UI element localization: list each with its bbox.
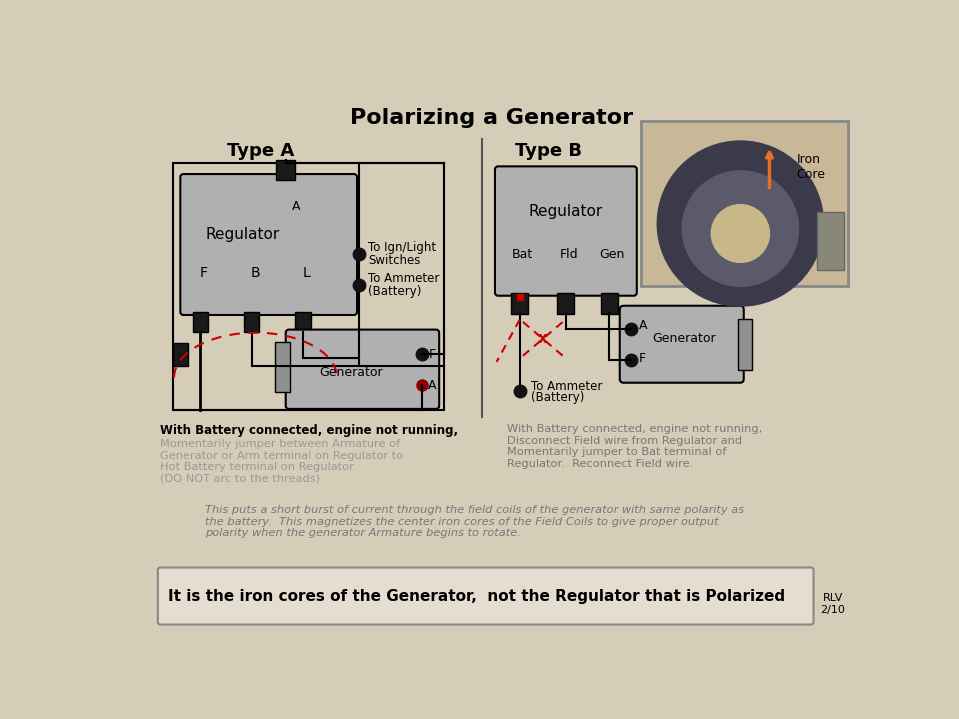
Text: Polarizing a Generator: Polarizing a Generator [350,108,634,128]
Text: Disconnect Field wire from Regulator and
Momentarily jumper to Bat terminal of
R: Disconnect Field wire from Regulator and… [507,436,742,469]
Text: Fld: Fld [559,247,578,261]
Bar [511,293,528,314]
Bar [275,342,291,392]
Text: L: L [302,267,310,280]
FancyBboxPatch shape [620,306,744,383]
Text: Generator: Generator [318,367,383,380]
Text: Iron
Core: Iron Core [797,153,826,181]
Bar [557,293,574,314]
Bar [738,319,752,370]
Bar [600,293,618,314]
Text: Generator: Generator [652,332,715,345]
Text: It is the iron cores of the Generator,  not the Regulator that is Polarized: It is the iron cores of the Generator, n… [168,589,784,603]
Bar [295,312,311,332]
Text: With Battery connected, engine not running,: With Battery connected, engine not runni… [507,423,762,434]
Text: (Battery): (Battery) [530,391,584,404]
Text: To Ammeter: To Ammeter [368,273,439,285]
Circle shape [682,170,799,286]
Text: RLV
2/10: RLV 2/10 [821,593,845,615]
Bar [193,312,208,332]
Text: Regulator: Regulator [206,227,280,242]
Text: F: F [199,267,208,280]
Text: F: F [639,352,646,365]
Text: A: A [429,378,437,392]
FancyBboxPatch shape [158,567,813,625]
Bar [244,312,259,332]
FancyBboxPatch shape [495,166,637,296]
Text: F: F [429,348,435,361]
FancyBboxPatch shape [641,121,849,286]
FancyBboxPatch shape [286,329,439,409]
Text: Type A: Type A [227,142,294,160]
Text: Regulator: Regulator [528,204,603,219]
Text: Momentarily jumper between Armature of
Generator or Arm terminal on Regulator to: Momentarily jumper between Armature of G… [160,439,404,484]
Text: Bat: Bat [512,247,533,261]
Text: Switches: Switches [368,254,420,267]
Text: To Ammeter: To Ammeter [530,380,602,393]
Text: (Battery): (Battery) [368,285,421,298]
Text: Type B: Type B [515,142,582,160]
Text: With Battery connected, engine not running,: With Battery connected, engine not runni… [160,423,458,436]
Text: Gen: Gen [599,247,624,261]
Circle shape [657,141,824,306]
Text: This puts a short burst of current through the field coils of the generator with: This puts a short burst of current throu… [205,505,744,539]
Bar [276,160,295,180]
FancyBboxPatch shape [180,174,357,315]
Text: x: x [538,331,548,347]
Bar [173,163,444,410]
Text: B: B [250,267,260,280]
Text: To Ign/Light: To Ign/Light [368,242,436,255]
Bar [173,343,188,366]
FancyBboxPatch shape [817,212,844,270]
Text: A: A [292,200,300,213]
Text: A: A [639,319,647,332]
Circle shape [712,205,769,262]
